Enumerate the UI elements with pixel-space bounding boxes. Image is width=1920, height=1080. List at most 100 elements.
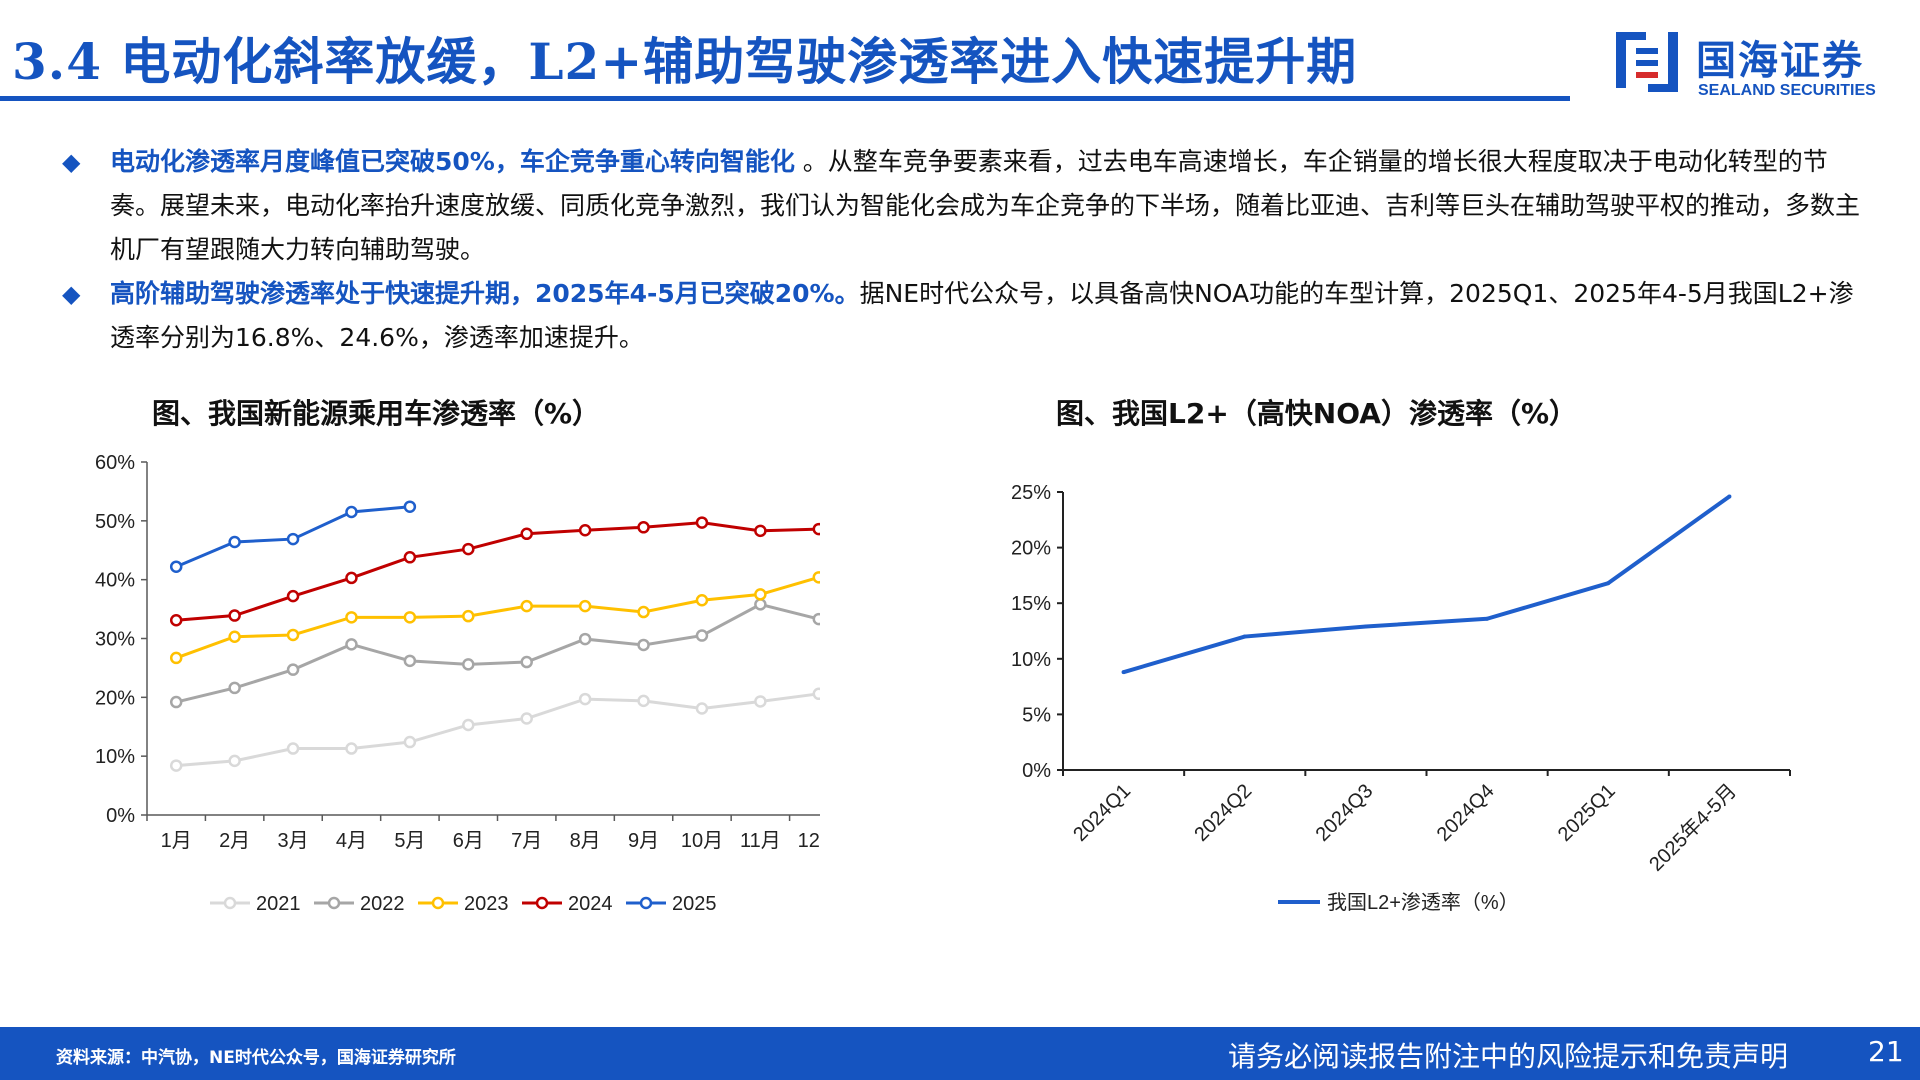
logo-subtitle: SEALAND SECURITIES — [1698, 82, 1876, 99]
legend-label-2024: 2024 — [568, 893, 613, 915]
data-point-2024 — [520, 527, 533, 541]
data-point-l2 — [1606, 581, 1611, 586]
y-tick-label: 20% — [95, 687, 135, 709]
x-tick-label: 3月 — [277, 830, 308, 852]
legend-label-2023: 2023 — [464, 893, 509, 915]
x-tick-label: 2月 — [219, 830, 250, 852]
data-point-2021 — [812, 687, 820, 701]
company-logo: 国海证券 SEALAND SECURITIES — [1612, 26, 1892, 106]
bullet-highlight: 高阶辅助驾驶渗透率处于快速提升期，2025年4-5月已突破20%。 — [110, 279, 860, 308]
logo-mark-icon — [1616, 32, 1678, 92]
data-point-2021 — [403, 735, 417, 749]
y-tick-label: 5% — [1022, 704, 1051, 726]
y-tick-label: 40% — [95, 570, 135, 592]
x-tick-label: 9月 — [628, 830, 659, 852]
data-point-2023 — [169, 651, 183, 665]
data-point-l2 — [1242, 634, 1247, 639]
data-point-2022 — [578, 632, 592, 646]
x-tick-label: 10月 — [681, 830, 723, 852]
l2-penetration-chart: 0% 5% 10% 15% 20% 25% 2024Q1 2024Q2 2024Q3 2024Q4… — [1011, 482, 1791, 914]
bullet-text: 据NE时代公众号，以具备高快NOA功能的车型计算，2025Q1、2025年4-5… — [110, 279, 1854, 352]
data-point-2024 — [462, 542, 475, 556]
data-point-2021 — [286, 742, 300, 755]
x-tick-label: 8月 — [570, 830, 601, 852]
data-point-2024 — [286, 589, 300, 603]
x-tick-label: 6月 — [453, 830, 484, 852]
data-point-2021 — [578, 692, 592, 706]
data-point-2025 — [403, 500, 417, 513]
data-point-2023 — [286, 628, 300, 642]
page-number: 21 — [1868, 1035, 1904, 1068]
series-line-l2 — [1123, 494, 1731, 675]
y-tick-label: 0% — [106, 805, 135, 827]
data-point-2021 — [637, 694, 650, 708]
data-point-2022 — [345, 638, 358, 651]
data-point-2023 — [462, 609, 475, 623]
diamond-bullet-icon: ◆ — [62, 280, 81, 308]
legend-label-2022: 2022 — [360, 893, 405, 915]
data-point-2021 — [228, 754, 241, 768]
data-point-2024 — [578, 523, 592, 537]
data-point-2021 — [695, 702, 709, 715]
x-tick-label: 1月 — [161, 830, 192, 852]
data-point-2022 — [228, 681, 241, 695]
y-tick-label: 60% — [95, 452, 135, 474]
data-point-2023 — [637, 605, 650, 619]
y-tick-label: 0% — [1022, 760, 1051, 782]
x-tick-label: 2024Q1 — [1069, 780, 1135, 846]
x-tick-label: 2025Q1 — [1554, 780, 1620, 846]
x-tick-label: 4月 — [336, 830, 367, 852]
data-point-2024 — [637, 521, 650, 534]
data-point-2021 — [345, 742, 358, 755]
data-point-2023 — [520, 599, 533, 613]
legend-marker-2022 — [327, 896, 341, 910]
chart-title-nev: 图、我国新能源乘用车渗透率（%） — [152, 397, 601, 430]
data-point-2022 — [169, 695, 183, 709]
data-point-l2 — [1485, 616, 1490, 621]
data-point-2024 — [169, 614, 183, 627]
data-point-2025 — [228, 535, 241, 549]
series-line-2021 — [176, 692, 819, 768]
data-point-2025 — [286, 532, 300, 546]
legend-marker-2021 — [223, 896, 237, 910]
data-point-2022 — [754, 598, 767, 611]
legend-label-2021: 2021 — [256, 893, 301, 915]
data-point-2022 — [812, 612, 820, 626]
x-tick-label: 5月 — [394, 830, 425, 852]
data-point-2023 — [812, 571, 820, 584]
data-point-2022 — [637, 638, 650, 652]
data-point-2021 — [169, 759, 183, 772]
logo-name: 国海证券 — [1696, 38, 1864, 84]
bullet-item: ◆ 高阶辅助驾驶渗透率处于快速提升期，2025年4-5月已突破20%。据NE时代… — [60, 272, 1860, 360]
x-tick-label: 2025年4-5月 — [1644, 779, 1740, 875]
x-tick-label: 12月 — [798, 830, 820, 852]
data-point-l2 — [1121, 670, 1126, 675]
data-point-2023 — [403, 611, 417, 624]
data-point-2025 — [345, 505, 358, 519]
data-point-2022 — [695, 629, 709, 642]
data-point-2025 — [169, 560, 183, 573]
bullet-text: 。从整车竞争要素来看，过去电车高速增长，车企销量的增长很大程度取决于电动化转型的… — [110, 147, 1861, 264]
data-point-2024 — [228, 609, 241, 622]
data-point-2022 — [462, 658, 475, 671]
title-underline — [0, 96, 1570, 101]
series-line-2024 — [176, 521, 819, 622]
data-point-2022 — [286, 663, 300, 676]
legend-marker-2023 — [431, 896, 445, 910]
data-point-l2 — [1727, 494, 1732, 499]
data-point-2024 — [695, 516, 709, 529]
footer-disclaimer: 请务必阅读报告附注中的风险提示和免责声明 — [1228, 1040, 1789, 1073]
data-point-l2 — [1363, 624, 1368, 629]
y-tick-label: 50% — [95, 511, 135, 533]
data-point-2023 — [345, 611, 358, 624]
legend-marker-2025 — [639, 896, 653, 910]
x-tick-label: 2024Q2 — [1190, 780, 1256, 846]
y-tick-label: 30% — [95, 629, 135, 651]
footer-source: 资料来源：中汽协，NE时代公众号，国海证券研究所 — [56, 1048, 456, 1068]
y-tick-label: 10% — [95, 746, 135, 768]
diamond-bullet-icon: ◆ — [62, 148, 81, 176]
legend-label-l2: 我国L2+渗透率（%） — [1327, 891, 1519, 914]
data-point-2024 — [754, 524, 767, 538]
data-point-2023 — [695, 594, 709, 607]
y-tick-label: 15% — [1011, 593, 1051, 615]
